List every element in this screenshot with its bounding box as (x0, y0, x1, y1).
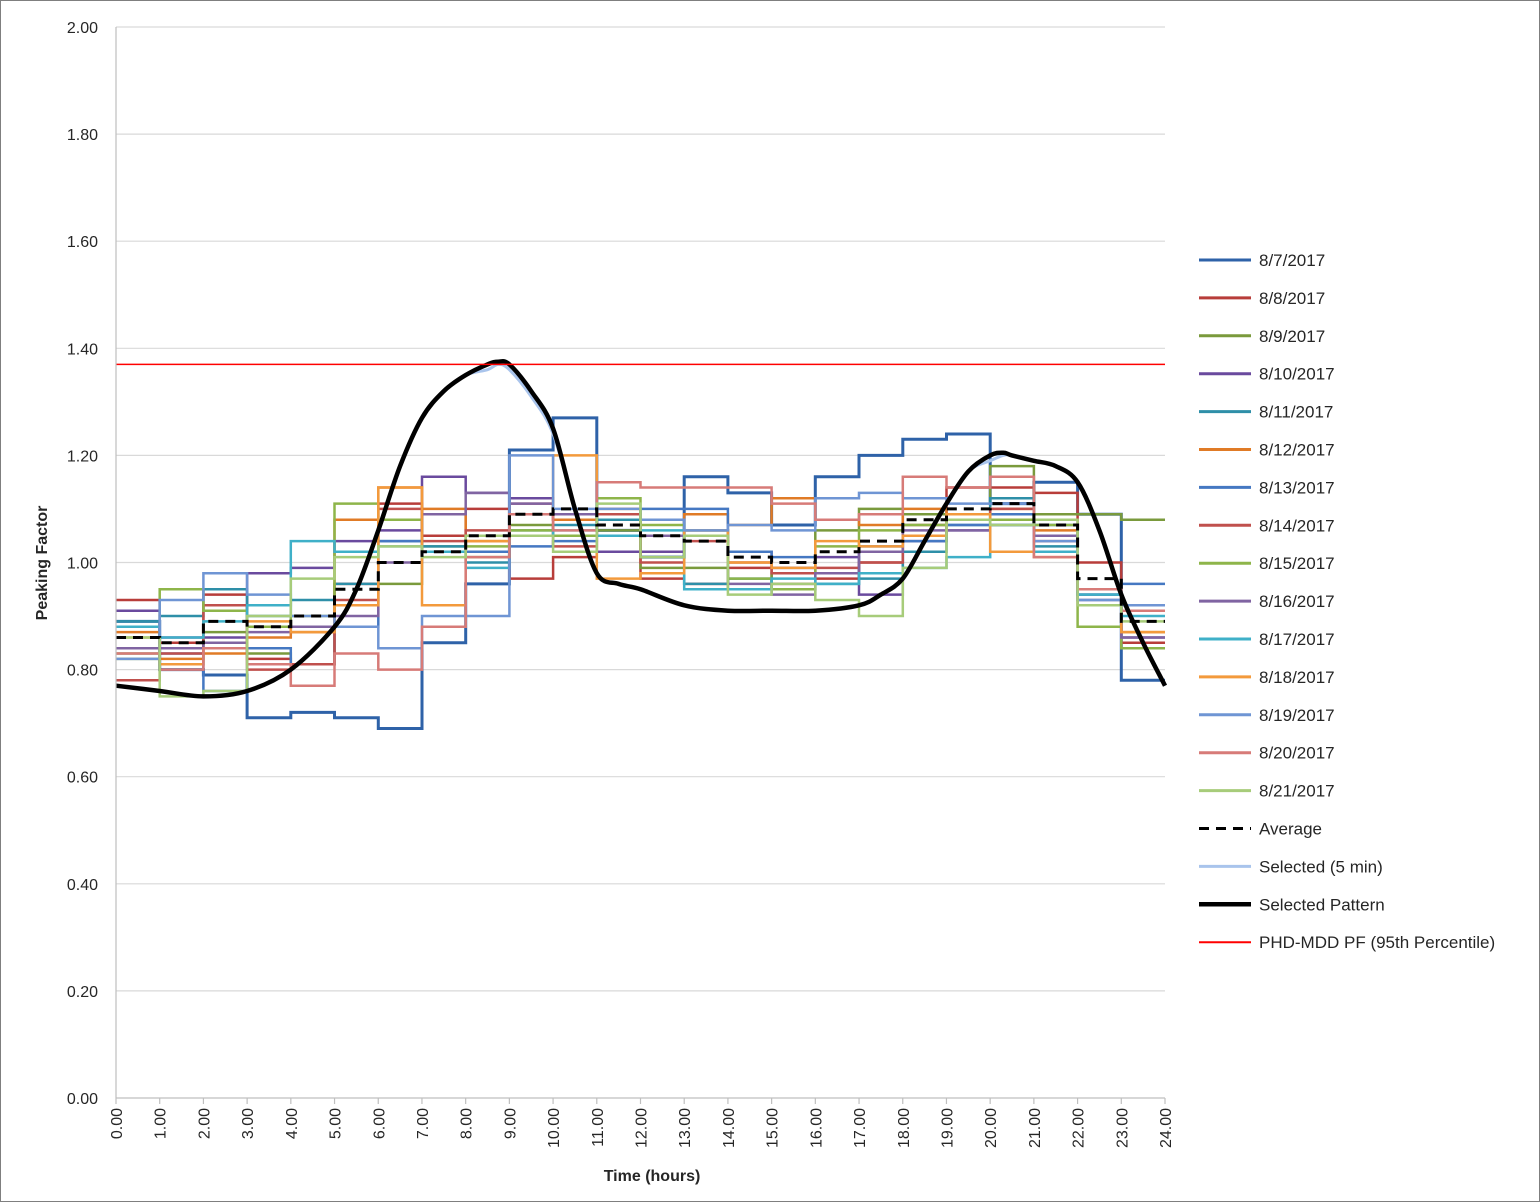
legend-item-8-19-2017: 8/19/2017 (1199, 706, 1335, 725)
y-tick-label: 0.20 (67, 984, 98, 1001)
y-tick-label: 2.00 (67, 20, 98, 37)
x-tick-label: 22.00 (1071, 1108, 1088, 1148)
x-tick-label: 17.00 (852, 1108, 869, 1148)
series-layer (115, 358, 1168, 730)
legend-item-8-21-2017: 8/21/2017 (1199, 782, 1335, 801)
legend-item-8-17-2017: 8/17/2017 (1199, 630, 1335, 649)
x-tick-label: 0.00 (109, 1108, 126, 1139)
legend-label: 8/15/2017 (1259, 554, 1335, 573)
x-tick-label: 19.00 (939, 1108, 956, 1148)
legend-item-phd-mdd-pf-95th-percentile: PHD-MDD PF (95th Percentile) (1199, 933, 1495, 952)
x-tick-label: 11.00 (590, 1108, 607, 1147)
x-tick-label: 9.00 (502, 1108, 519, 1139)
legend-label: 8/12/2017 (1259, 441, 1335, 460)
y-tick-labels: 0.00 0.20 0.40 0.60 0.80 1.00 1.20 1.40 1.60 1.80… (67, 20, 98, 1108)
legend-item-8-20-2017: 8/20/2017 (1199, 744, 1335, 763)
y-tick-label: 1.60 (67, 234, 98, 251)
x-tick-label: 15.00 (765, 1108, 782, 1148)
legend-label: 8/8/2017 (1259, 289, 1325, 308)
x-tick-label: 2.00 (196, 1108, 213, 1139)
legend-label: 8/16/2017 (1259, 592, 1335, 611)
series-8-21-2017-line (116, 502, 1165, 698)
y-tick-label: 1.80 (67, 127, 98, 144)
legend-item-8-8-2017: 8/8/2017 (1199, 289, 1325, 308)
x-tick-label: 5.00 (328, 1108, 345, 1139)
legend-label: 8/14/2017 (1259, 516, 1335, 535)
y-tick-label: 0.80 (67, 663, 98, 680)
legend: 8/7/2017 8/8/2017 8/9/2017 8/10/2017 8/11/20… (1199, 251, 1495, 952)
legend-item-8-9-2017: 8/9/2017 (1199, 327, 1325, 346)
x-tick-label: 20.00 (983, 1108, 1000, 1148)
legend-label: 8/19/2017 (1259, 706, 1335, 725)
legend-item-8-14-2017: 8/14/2017 (1199, 516, 1335, 535)
legend-label: 8/13/2017 (1259, 478, 1335, 497)
legend-item-average: Average (1199, 820, 1322, 839)
x-tick-label: 23.00 (1114, 1108, 1131, 1148)
legend-item-8-11-2017: 8/11/2017 (1199, 403, 1333, 422)
x-tick-label: 1.00 (153, 1108, 170, 1139)
legend-label: Selected (5 min) (1259, 857, 1383, 876)
legend-label: 8/11/2017 (1259, 403, 1333, 422)
legend-item-selected-5-min: Selected (5 min) (1199, 857, 1383, 876)
x-tick-label: 12.00 (634, 1108, 651, 1148)
x-tick-label: 7.00 (415, 1108, 432, 1139)
x-tick-label: 21.00 (1027, 1108, 1044, 1148)
x-tick-label: 18.00 (896, 1108, 913, 1148)
y-tick-label: 1.40 (67, 341, 98, 358)
legend-item-8-18-2017: 8/18/2017 (1199, 668, 1335, 687)
y-tick-label: 0.40 (67, 877, 98, 894)
y-tick-label: 0.60 (67, 770, 98, 787)
series-average-line (116, 502, 1165, 645)
legend-label: 8/17/2017 (1259, 630, 1335, 649)
legend-label: 8/10/2017 (1259, 365, 1335, 384)
y-axis-title: Peaking Factor (34, 506, 51, 621)
legend-item-8-13-2017: 8/13/2017 (1199, 478, 1335, 497)
y-tick-label: 1.00 (67, 556, 98, 573)
legend-item-8-10-2017: 8/10/2017 (1199, 365, 1335, 384)
x-tick-label: 6.00 (371, 1108, 388, 1139)
legend-item-selected-pattern: Selected Pattern (1199, 895, 1385, 914)
legend-item-8-7-2017: 8/7/2017 (1199, 251, 1325, 270)
x-tick-label: 16.00 (808, 1108, 825, 1148)
legend-label: 8/20/2017 (1259, 744, 1335, 763)
x-tick-label: 4.00 (284, 1108, 301, 1139)
legend-label: PHD-MDD PF (95th Percentile) (1259, 933, 1495, 952)
legend-label: 8/7/2017 (1259, 251, 1325, 270)
x-tick-label: 24.00 (1158, 1108, 1175, 1148)
legend-label: 8/9/2017 (1259, 327, 1325, 346)
y-tick-label: 1.20 (67, 448, 98, 465)
legend-item-8-16-2017: 8/16/2017 (1199, 592, 1335, 611)
legend-item-8-15-2017: 8/15/2017 (1199, 554, 1335, 573)
x-tick-label: 8.00 (459, 1108, 476, 1139)
series-8-9-2017-line (116, 464, 1165, 666)
x-tick-label: 14.00 (721, 1108, 738, 1148)
x-axis-title: Time (hours) (604, 1168, 701, 1185)
legend-label: Selected Pattern (1259, 895, 1385, 914)
legend-item-8-12-2017: 8/12/2017 (1199, 441, 1335, 460)
legend-label: Average (1259, 820, 1322, 839)
x-tick-label: 10.00 (546, 1108, 563, 1148)
y-tick-label: 0.00 (67, 1091, 98, 1108)
legend-label: 8/21/2017 (1259, 782, 1335, 801)
x-tick-label: 3.00 (240, 1108, 257, 1139)
x-tick-label: 13.00 (677, 1108, 694, 1148)
series-8-20-2017-line (116, 475, 1165, 687)
series-selected-pattern-line (115, 358, 1168, 699)
legend-label: 8/18/2017 (1259, 668, 1335, 687)
x-tick-labels: 0.00 1.00 2.00 3.00 4.00 5.00 6.00 7.00 8.00 9.00… (109, 1098, 1175, 1148)
